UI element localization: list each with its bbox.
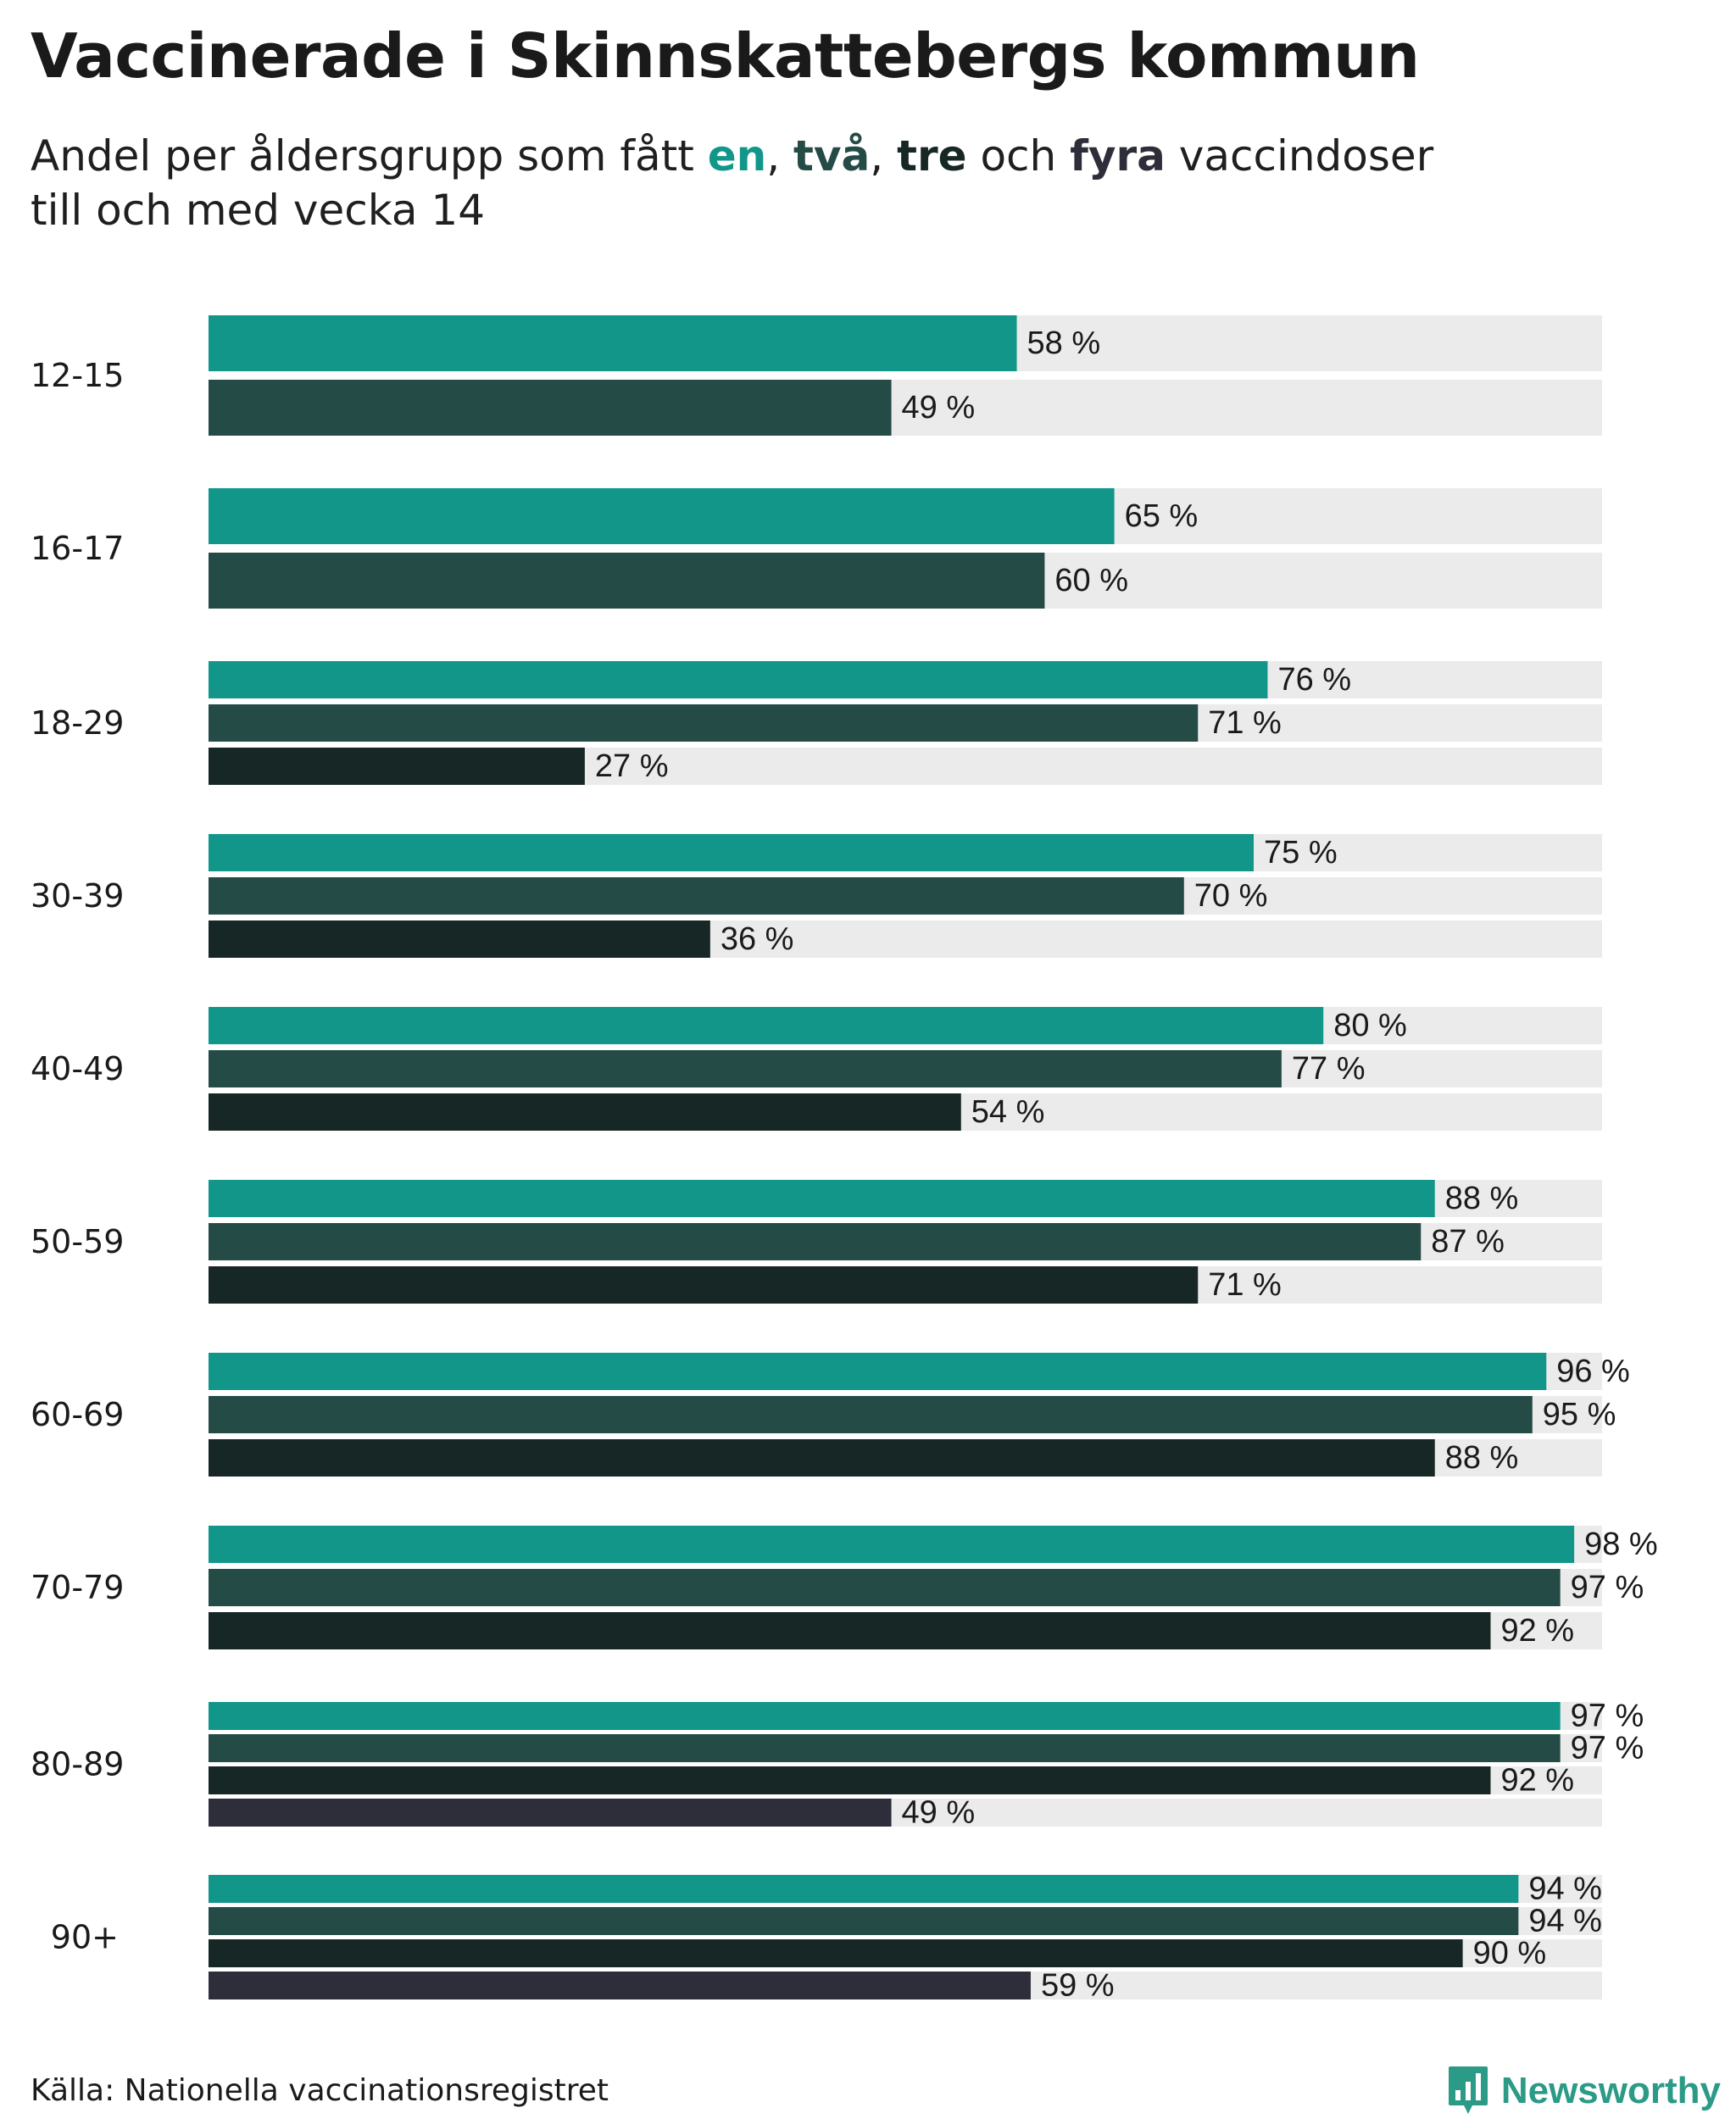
source-note: Källa: Nationella vaccinationsregistret (31, 2073, 609, 2108)
category-label: 12-15 (31, 357, 124, 394)
bar-tre-40-49 (209, 1093, 961, 1131)
category-label: 90+ (51, 1919, 119, 1956)
value-label: 70 % (1194, 878, 1268, 914)
bar-group-60-69: 60-69 96 % 95 % 88 % (31, 1353, 1630, 1477)
bar-tre-50-59 (209, 1266, 1199, 1304)
category-label: 18-29 (31, 704, 124, 742)
chart-subtitle: Andel per åldersgrupp som fått en, två, … (31, 129, 1641, 237)
bar-tre-30-39 (209, 920, 710, 958)
bar-tva-50-59 (209, 1223, 1422, 1260)
brand-logo: Newsworthy (1447, 2065, 1721, 2117)
bar-tva-30-39 (209, 877, 1184, 915)
bar-tre-18-29 (209, 748, 585, 785)
bar-tva-18-29 (209, 704, 1199, 742)
legend-dose-3: tre (897, 131, 967, 181)
bar-tva-90+ (209, 1907, 1519, 1935)
bar-tre-70-79 (209, 1612, 1491, 1649)
value-label: 27 % (595, 748, 669, 784)
bar-group-70-79: 70-79 98 % 97 % 92 % (31, 1526, 1658, 1649)
value-label: 94 % (1528, 1872, 1602, 1907)
value-label: 49 % (902, 1795, 976, 1831)
value-label: 88 % (1445, 1440, 1519, 1476)
category-label: 40-49 (31, 1050, 124, 1087)
value-label: 97 % (1571, 1570, 1644, 1605)
value-label: 94 % (1528, 1904, 1602, 1939)
bar-group-50-59: 50-59 88 % 87 % 71 % (31, 1180, 1602, 1304)
value-label: 59 % (1041, 1968, 1115, 2004)
bar-group-16-17: 16-17 65 % 60 % (31, 488, 1602, 609)
bar-tre-80-89 (209, 1766, 1491, 1794)
bar-en-90+ (209, 1875, 1519, 1903)
bar-en-60-69 (209, 1353, 1547, 1390)
newsworthy-logo-icon (1448, 2066, 1488, 2114)
value-label: 98 % (1584, 1527, 1658, 1562)
bar-en-30-39 (209, 834, 1254, 871)
bar-tva-80-89 (209, 1734, 1561, 1762)
bar-tva-40-49 (209, 1050, 1282, 1087)
value-label: 65 % (1125, 498, 1199, 534)
subtitle-line-2: till och med vecka 14 (31, 186, 486, 235)
subtitle-suffix: vaccindoser (1165, 131, 1434, 181)
legend-dose-1: en (707, 131, 767, 181)
value-label: 97 % (1571, 1699, 1644, 1734)
value-label: 60 % (1054, 563, 1128, 598)
legend-dose-2: två (793, 131, 871, 181)
legend-dose-4: fyra (1070, 131, 1166, 181)
category-label: 50-59 (31, 1223, 124, 1260)
bar-en-50-59 (209, 1180, 1435, 1217)
value-label: 87 % (1431, 1224, 1505, 1260)
brand-name: Newsworthy (1500, 2070, 1721, 2111)
value-label: 96 % (1556, 1354, 1630, 1389)
bar-group-90+: 90+94 %94 %90 %59 % (51, 1872, 1602, 2004)
value-label: 88 % (1445, 1181, 1519, 1216)
value-label: 75 % (1264, 835, 1338, 870)
category-label: 60-69 (31, 1396, 124, 1433)
bar-en-70-79 (209, 1526, 1575, 1563)
subtitle-connector: och (966, 131, 1071, 181)
bar-en-18-29 (209, 661, 1268, 698)
bar-tva-70-79 (209, 1569, 1561, 1606)
bar-en-16-17 (209, 488, 1115, 544)
bar-tre-90+ (209, 1939, 1463, 1967)
value-label: 77 % (1292, 1051, 1366, 1087)
category-label: 16-17 (31, 530, 124, 567)
bar-en-12-15 (209, 315, 1017, 371)
value-label: 54 % (971, 1094, 1045, 1130)
bar-fyra-90+ (209, 1972, 1031, 1999)
value-label: 80 % (1333, 1008, 1407, 1043)
bar-fyra-80-89 (209, 1799, 892, 1827)
value-label: 58 % (1027, 325, 1101, 361)
bar-tre-60-69 (209, 1439, 1435, 1477)
value-label: 71 % (1208, 1267, 1282, 1303)
value-label: 49 % (902, 390, 976, 425)
category-label: 30-39 (31, 877, 124, 915)
subtitle-prefix: Andel per åldersgrupp som fått (31, 131, 708, 181)
bar-tva-12-15 (209, 380, 892, 436)
chart-title: Vaccinerade i Skinnskattebergs kommun (31, 20, 1420, 92)
value-label: 90 % (1473, 1936, 1547, 1972)
category-label: 70-79 (31, 1569, 124, 1606)
bar-en-80-89 (209, 1702, 1561, 1730)
value-label: 97 % (1571, 1731, 1644, 1766)
category-label: 80-89 (31, 1746, 124, 1783)
bar-group-12-15: 12-15 58 % 49 % (31, 315, 1602, 436)
value-label: 71 % (1208, 705, 1282, 741)
bar-group-30-39: 30-39 75 % 70 % 36 % (31, 834, 1602, 958)
subtitle-separator: , (870, 131, 898, 181)
value-label: 95 % (1543, 1397, 1616, 1432)
value-label: 92 % (1500, 1763, 1574, 1799)
bar-en-40-49 (209, 1007, 1324, 1044)
value-label: 76 % (1277, 662, 1351, 698)
bar-tva-16-17 (209, 553, 1045, 609)
bar-group-18-29: 18-29 76 % 71 % 27 % (31, 661, 1602, 785)
bar-tva-60-69 (209, 1396, 1533, 1433)
value-label: 92 % (1500, 1613, 1574, 1649)
bar-group-40-49: 40-49 80 % 77 % 54 % (31, 1007, 1602, 1131)
subtitle-separator: , (766, 131, 794, 181)
value-label: 36 % (721, 921, 794, 957)
